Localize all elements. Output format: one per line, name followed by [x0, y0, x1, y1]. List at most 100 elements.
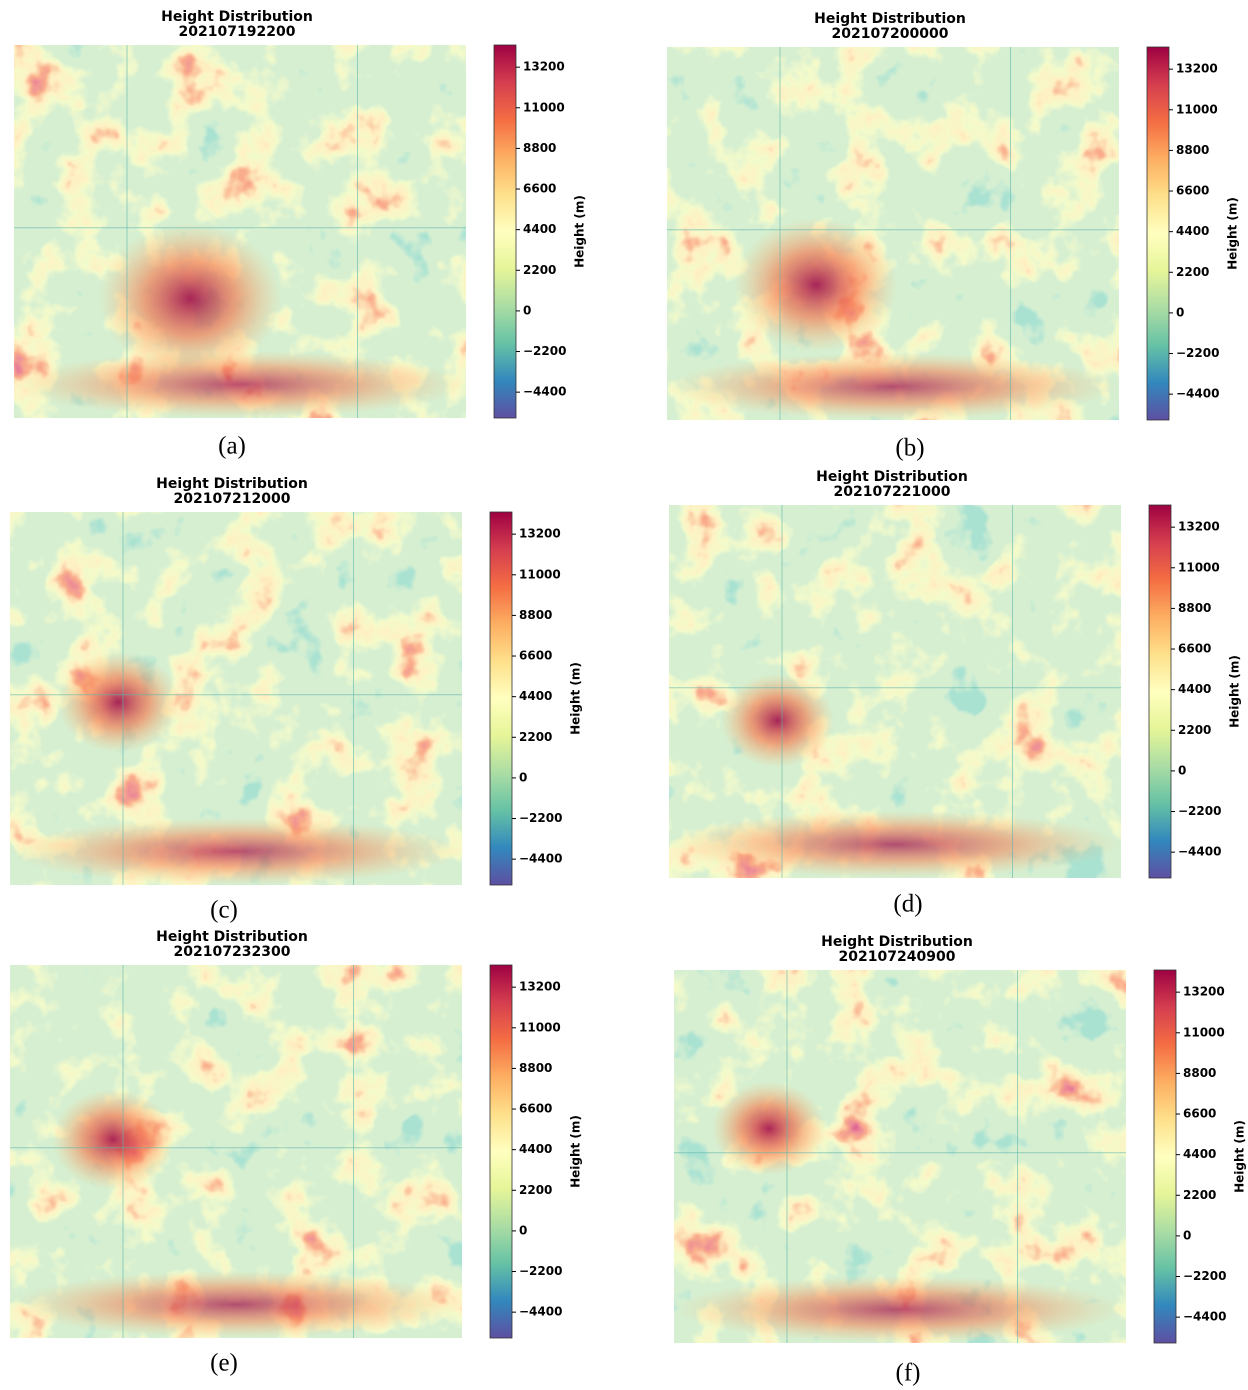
colorbar-tick-label: −4400: [519, 852, 562, 866]
colorbar-tick-label: 11000: [519, 567, 561, 581]
colorbar-tick-label: 8800: [1178, 601, 1211, 615]
colorbar-tick-label: 13200: [1178, 520, 1220, 534]
colorbar-label: Height (m): [1228, 655, 1242, 728]
storm: [720, 673, 835, 768]
colorbar-tick-label: 11000: [519, 1020, 561, 1034]
chart-title: Height Distribution: [814, 11, 966, 27]
colorbar-tick-label: −4400: [1178, 845, 1221, 859]
heatmap-image: [674, 970, 1126, 1343]
colorbar: [493, 44, 517, 419]
colorbar-tick-label: 4400: [519, 689, 552, 703]
colorbar-tick-label: 4400: [523, 222, 556, 236]
colorbar-tick-label: −4400: [1183, 1310, 1226, 1324]
chart-subtitle: 202107240900: [839, 949, 956, 965]
colorbar-tick-label: −4400: [519, 1305, 562, 1319]
colorbar: [1153, 969, 1177, 1344]
colorbar-tick-label: 13200: [1176, 62, 1218, 76]
heatmap-image: [667, 47, 1119, 420]
colorbar-tick-label: 2200: [1176, 265, 1209, 279]
colorbar: [1148, 504, 1172, 879]
chart-title: Height Distribution: [156, 476, 308, 492]
colorbar-tick-label: 8800: [523, 141, 556, 155]
colorbar-tick-label: 4400: [1178, 682, 1211, 696]
colorbar-tick-label: 4400: [1176, 224, 1209, 238]
colorbar-tick-label: 6600: [1176, 184, 1209, 198]
colorbar-label: Height (m): [573, 195, 587, 268]
chart-subtitle: 202107212000: [174, 491, 291, 507]
colorbar-tick-label: 11000: [1183, 1025, 1225, 1039]
panel-caption: (b): [895, 435, 924, 462]
colorbar-tick-label: 0: [519, 770, 527, 784]
colorbar: [489, 511, 513, 886]
colorbar-tick-label: −2200: [519, 811, 562, 825]
chart-subtitle: 202107192200: [179, 24, 296, 40]
panel-caption: (f): [896, 1360, 921, 1387]
storm: [711, 1081, 826, 1176]
heatmap-image: [14, 45, 466, 418]
storm: [98, 223, 282, 375]
colorbar-label: Height (m): [1233, 1120, 1247, 1193]
colorbar-tick-label: 13200: [1183, 985, 1225, 999]
colorbar-tick-label: 8800: [519, 1061, 552, 1075]
colorbar-tick-label: 13200: [519, 980, 561, 994]
chart-title: Height Distribution: [156, 929, 308, 945]
heatmap-image: [10, 965, 462, 1338]
colorbar-tick-label: 11000: [523, 100, 565, 114]
colorbar-label: Height (m): [569, 1115, 583, 1188]
heatmap-image: [669, 505, 1121, 878]
colorbar-tick-label: 8800: [1176, 143, 1209, 157]
colorbar-tick-label: 8800: [519, 608, 552, 622]
colorbar-tick-label: −4400: [1176, 387, 1219, 401]
storm: [52, 1089, 175, 1190]
chart-subtitle: 202107200000: [832, 26, 949, 42]
chart-title: Height Distribution: [816, 469, 968, 485]
colorbar-tick-label: 13200: [519, 527, 561, 541]
colorbar: [489, 964, 513, 1339]
cloud-band: [10, 817, 462, 885]
colorbar-tick-label: −2200: [1176, 346, 1219, 360]
chart-title: Height Distribution: [161, 9, 313, 25]
colorbar-tick-label: −2200: [519, 1264, 562, 1278]
colorbar-tick-label: 6600: [1178, 642, 1211, 656]
colorbar-tick-label: 0: [1178, 763, 1186, 777]
cloud-band: [669, 810, 1121, 878]
colorbar-label: Height (m): [1226, 197, 1240, 270]
panel-caption: (d): [893, 891, 922, 918]
colorbar-tick-label: 0: [523, 303, 531, 317]
colorbar-tick-label: 0: [1183, 1228, 1191, 1242]
colorbar-tick-label: 8800: [1183, 1066, 1216, 1080]
chart-subtitle: 202107232300: [174, 944, 291, 960]
storm: [734, 217, 898, 352]
cloud-band: [10, 1270, 462, 1338]
colorbar-tick-label: 13200: [523, 60, 565, 74]
cloud-band: [14, 350, 466, 418]
colorbar-tick-label: 2200: [519, 1183, 552, 1197]
colorbar-tick-label: −2200: [1178, 804, 1221, 818]
storm: [57, 651, 180, 753]
chart-subtitle: 202107221000: [834, 484, 951, 500]
colorbar-tick-label: 2200: [1178, 723, 1211, 737]
colorbar-tick-label: 2200: [519, 730, 552, 744]
colorbar: [1146, 46, 1170, 421]
panel-caption: (e): [210, 1350, 238, 1377]
heatmap-image: [10, 512, 462, 885]
colorbar-tick-label: −4400: [523, 385, 566, 399]
cloud-band: [667, 352, 1119, 420]
colorbar-label: Height (m): [569, 662, 583, 735]
colorbar-tick-label: 11000: [1176, 102, 1218, 116]
colorbar-tick-label: 6600: [519, 649, 552, 663]
colorbar-tick-label: 0: [1176, 305, 1184, 319]
colorbar-tick-label: 6600: [519, 1102, 552, 1116]
panel-caption: (a): [218, 433, 246, 460]
chart-title: Height Distribution: [821, 934, 973, 950]
colorbar-tick-label: 2200: [523, 263, 556, 277]
panel-caption: (c): [210, 897, 238, 924]
colorbar-tick-label: 6600: [1183, 1107, 1216, 1121]
cloud-band: [674, 1275, 1126, 1343]
colorbar-tick-label: 4400: [1183, 1147, 1216, 1161]
colorbar-tick-label: −2200: [523, 344, 566, 358]
colorbar-tick-label: 6600: [523, 182, 556, 196]
colorbar-tick-label: 2200: [1183, 1188, 1216, 1202]
colorbar-tick-label: 11000: [1178, 560, 1220, 574]
